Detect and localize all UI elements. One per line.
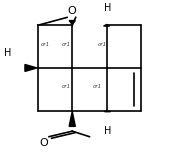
Polygon shape (104, 24, 110, 26)
Text: or1: or1 (98, 42, 107, 47)
Text: H: H (104, 3, 111, 13)
Polygon shape (69, 111, 75, 126)
Polygon shape (69, 21, 75, 24)
Text: or1: or1 (62, 42, 71, 47)
Polygon shape (25, 64, 37, 71)
Text: or1: or1 (62, 84, 71, 89)
Text: or1: or1 (93, 84, 102, 89)
Text: O: O (68, 6, 77, 16)
Text: O: O (40, 138, 48, 148)
Text: or1: or1 (41, 42, 50, 47)
Text: H: H (104, 126, 111, 136)
Text: H: H (4, 48, 11, 58)
